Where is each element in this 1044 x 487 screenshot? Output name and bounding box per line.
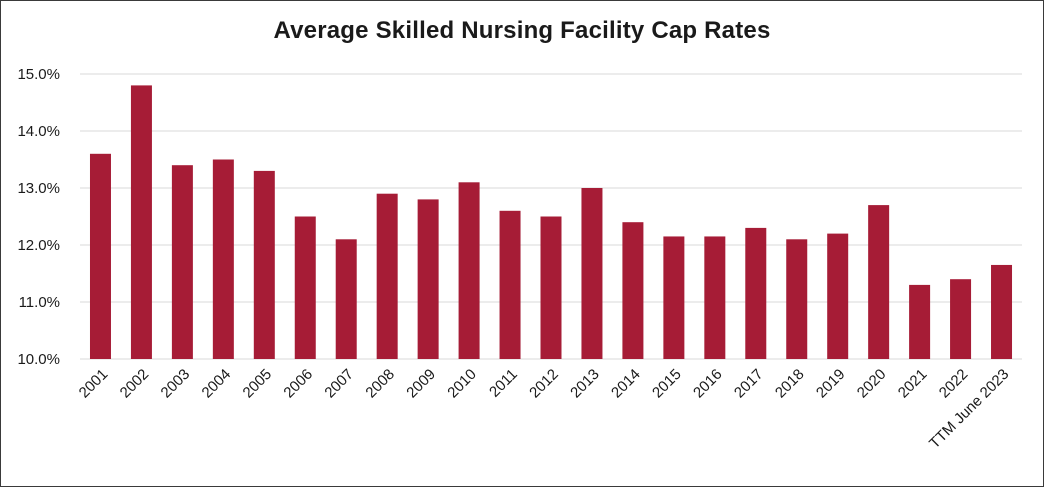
y-axis-tick-labels: 10.0% 11.0% 12.0% 13.0% 14.0% 15.0% <box>17 66 60 368</box>
x-tick-label: 2009 <box>403 366 439 402</box>
bar-2008 <box>376 193 398 359</box>
x-tick-label: 2010 <box>444 366 480 402</box>
x-tick-label: 2003 <box>158 366 194 402</box>
x-tick-label: 2011 <box>486 366 521 401</box>
x-tick-label: 2020 <box>854 366 890 402</box>
x-tick-label: 2014 <box>608 366 644 402</box>
x-tick-label: 2004 <box>199 366 235 402</box>
bar-2011 <box>499 210 521 359</box>
bar-ttm-june-2023 <box>991 264 1013 359</box>
bar-2005 <box>253 170 275 359</box>
bar-2019 <box>827 233 849 359</box>
x-tick-label: 2021 <box>895 366 931 402</box>
bar-2018 <box>786 239 808 359</box>
bar-2007 <box>335 239 357 359</box>
bars <box>89 85 1013 360</box>
chart-title: Average Skilled Nursing Facility Cap Rat… <box>273 17 771 44</box>
x-tick-label: 2018 <box>772 366 808 402</box>
bar-2016 <box>704 236 726 359</box>
bar-2006 <box>294 216 316 359</box>
x-tick-label: 2012 <box>526 366 562 402</box>
x-tick-label: 2005 <box>240 366 276 402</box>
bar-2001 <box>89 153 111 359</box>
x-tick-label: 2015 <box>649 366 685 402</box>
x-tick-label: 2002 <box>117 366 153 402</box>
bar-2002 <box>130 85 152 360</box>
x-tick-label: 2001 <box>76 366 112 402</box>
bar-2015 <box>663 236 685 359</box>
y-tick-label: 15.0% <box>17 66 60 83</box>
x-tick-label: 2022 <box>936 366 972 402</box>
y-tick-label: 14.0% <box>17 123 60 140</box>
bar-2012 <box>540 216 562 359</box>
x-axis-tick-labels: 2001 2002 2003 2004 2005 2006 2007 2008 2009 2010… <box>76 366 1013 452</box>
x-tick-label: 2008 <box>362 366 398 402</box>
y-tick-label: 12.0% <box>17 237 60 254</box>
bar-2010 <box>458 182 480 359</box>
bar-2014 <box>622 222 644 359</box>
y-tick-label: 13.0% <box>17 180 60 197</box>
x-tick-label: 2013 <box>567 366 603 402</box>
x-tick-label: 2006 <box>280 366 316 402</box>
bar-2017 <box>745 227 767 359</box>
bar-2020 <box>868 205 890 359</box>
bar-2009 <box>417 199 439 359</box>
x-tick-label: 2007 <box>321 366 357 402</box>
y-tick-label: 10.0% <box>17 351 60 368</box>
x-tick-label: 2019 <box>813 366 849 402</box>
x-tick-label: 2016 <box>690 366 726 402</box>
y-tick-label: 11.0% <box>19 294 60 311</box>
bar-2021 <box>909 284 931 359</box>
bar-2003 <box>171 165 193 359</box>
bar-2004 <box>212 159 234 359</box>
bar-2022 <box>950 279 972 359</box>
x-tick-label: 2017 <box>731 366 767 402</box>
bar-2013 <box>581 188 603 359</box>
